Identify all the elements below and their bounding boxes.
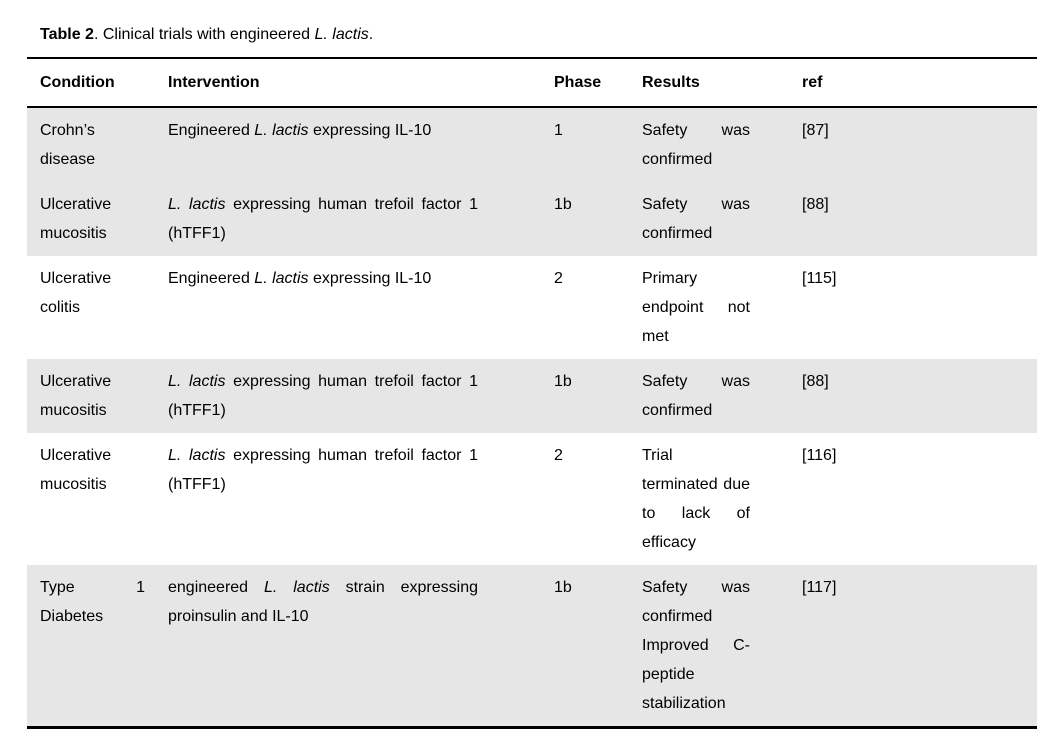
species-name: L. lactis — [263, 579, 330, 596]
ref-cell: [116] — [802, 447, 837, 464]
phase-cell: 1b — [554, 196, 572, 213]
header-ref: ref — [789, 58, 1037, 108]
intervention-post: expressing human trefoil factor 1 (hTFF1… — [168, 196, 479, 242]
table-row: Ulcerative colitis Engineered L. lactis … — [27, 256, 1037, 359]
intervention-post: expressing IL-10 — [308, 270, 432, 287]
intervention-pre: Engineered — [168, 270, 255, 287]
header-phase: Phase — [541, 58, 629, 108]
condition-cell: Ulcerative mucositis — [40, 196, 112, 242]
intervention-post: expressing human trefoil factor 1 (hTFF1… — [168, 373, 479, 419]
ref-cell: [87] — [802, 122, 829, 139]
intervention-pre: Engineered — [168, 122, 255, 139]
table-row: Ulcerative mucositis L. lactis expressin… — [27, 433, 1037, 565]
phase-cell: 1b — [554, 373, 572, 390]
clinical-trials-table: Condition Intervention Phase Results ref… — [27, 57, 1037, 729]
ref-cell: [117] — [802, 579, 837, 596]
condition-cell: Ulcerative mucositis — [40, 373, 112, 419]
table-caption-text: . Clinical trials with engineered — [93, 26, 315, 43]
species-name: L. lactis — [168, 447, 226, 464]
results-cell: Safety was confirmed Improved C-peptide … — [642, 579, 750, 712]
phase-cell: 1 — [554, 122, 563, 139]
intervention-post: expressing IL-10 — [308, 122, 432, 139]
intervention-cell: Engineered L. lactis expressing IL-10 — [155, 107, 541, 182]
intervention-post: expressing human trefoil factor 1 (hTFF1… — [168, 447, 479, 493]
condition-cell: Type 1 Diabetes — [40, 579, 145, 625]
header-results: Results — [629, 58, 789, 108]
table-row: Ulcerative mucositis L. lactis expressin… — [27, 182, 1037, 256]
phase-cell: 2 — [554, 270, 563, 287]
species-name: L. lactis — [254, 270, 309, 287]
table-row: Type 1 Diabetes engineered L. lactis str… — [27, 565, 1037, 728]
ref-cell: [88] — [802, 373, 829, 390]
intervention-cell: L. lactis expressing human trefoil facto… — [155, 359, 541, 433]
intervention-post: strain expressing proinsulin and IL-10 — [168, 579, 478, 625]
header-intervention: Intervention — [155, 58, 541, 108]
header-condition: Condition — [27, 58, 155, 108]
intervention-cell: Engineered L. lactis expressing IL-10 — [155, 256, 541, 359]
phase-cell: 1b — [554, 579, 572, 596]
phase-cell: 2 — [554, 447, 563, 464]
table-row: Ulcerative mucositis L. lactis expressin… — [27, 359, 1037, 433]
ref-cell: [115] — [802, 270, 837, 287]
ref-cell: [88] — [802, 196, 829, 213]
table-caption-period: . — [368, 26, 374, 43]
intervention-cell: L. lactis expressing human trefoil facto… — [155, 182, 541, 256]
results-cell: Trial terminated due to lack of efficacy — [642, 447, 750, 551]
results-cell: Primary endpoint not met — [642, 270, 750, 345]
intervention-cell: L. lactis expressing human trefoil facto… — [155, 433, 541, 565]
header-row: Condition Intervention Phase Results ref — [27, 58, 1037, 108]
species-name: L. lactis — [168, 196, 226, 213]
table-caption: Table 2. Clinical trials with engineered… — [40, 25, 1037, 45]
species-name: L. lactis — [254, 122, 309, 139]
intervention-cell: engineered L. lactis strain expressing p… — [155, 565, 541, 728]
species-name: L. lactis — [168, 373, 226, 390]
results-cell: Safety was confirmed — [642, 122, 750, 168]
results-cell: Safety was confirmed — [642, 373, 750, 419]
condition-cell: Ulcerative mucositis — [40, 447, 112, 493]
condition-cell: Crohn’s disease — [40, 122, 96, 168]
table-caption-number: Table 2 — [40, 26, 94, 43]
table-row: Crohn’s disease Engineered L. lactis exp… — [27, 107, 1037, 182]
table-caption-species: L. lactis — [314, 26, 369, 43]
intervention-pre: engineered — [168, 579, 264, 596]
condition-cell: Ulcerative colitis — [40, 270, 112, 316]
results-cell: Safety was confirmed — [642, 196, 750, 242]
